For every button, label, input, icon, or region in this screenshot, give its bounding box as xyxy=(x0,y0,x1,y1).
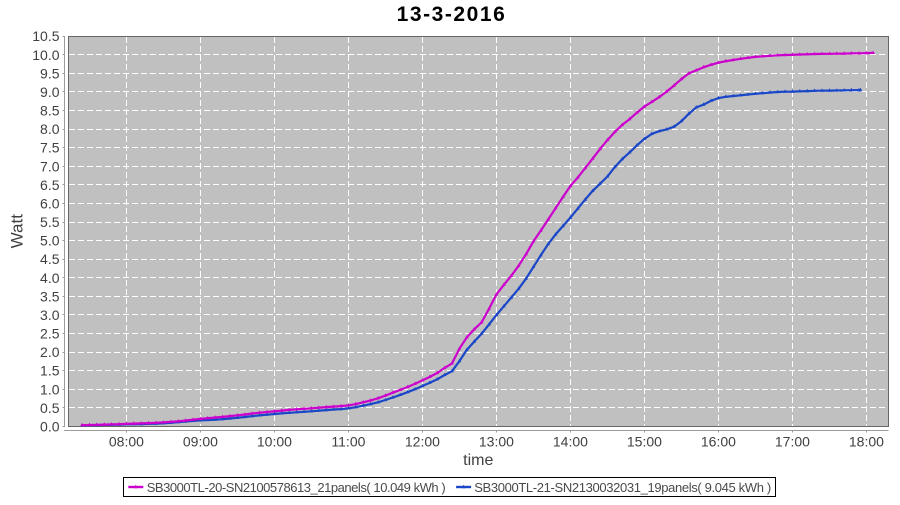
svg-text:0.0: 0.0 xyxy=(40,419,60,435)
svg-text:SB3000TL-20-SN2100578613_21pan: SB3000TL-20-SN2100578613_21panels( 10.04… xyxy=(147,480,446,495)
svg-text:18:00: 18:00 xyxy=(849,434,884,450)
svg-text:8.0: 8.0 xyxy=(40,121,60,137)
svg-text:4.0: 4.0 xyxy=(40,270,60,286)
svg-text:3.5: 3.5 xyxy=(40,288,60,304)
svg-text:9.5: 9.5 xyxy=(40,65,60,81)
svg-text:0.5: 0.5 xyxy=(40,400,60,416)
svg-text:16:00: 16:00 xyxy=(701,434,736,450)
svg-text:3.0: 3.0 xyxy=(40,307,60,323)
svg-text:17:00: 17:00 xyxy=(775,434,810,450)
svg-text:10:00: 10:00 xyxy=(257,434,292,450)
svg-text:5.5: 5.5 xyxy=(40,214,60,230)
svg-text:1.5: 1.5 xyxy=(40,363,60,379)
svg-text:11:00: 11:00 xyxy=(331,434,365,450)
svg-text:2.5: 2.5 xyxy=(40,326,60,342)
svg-text:9.0: 9.0 xyxy=(40,84,60,100)
svg-text:7.5: 7.5 xyxy=(40,140,60,156)
svg-text:5.0: 5.0 xyxy=(40,233,60,249)
svg-text:10.5: 10.5 xyxy=(32,28,59,44)
svg-text:time: time xyxy=(463,452,493,469)
svg-text:8.5: 8.5 xyxy=(40,103,60,119)
svg-text:4.5: 4.5 xyxy=(40,251,60,267)
svg-text:1.0: 1.0 xyxy=(40,381,60,397)
svg-text:6.0: 6.0 xyxy=(40,196,60,212)
svg-text:09:00: 09:00 xyxy=(183,434,218,450)
svg-text:Watt: Watt xyxy=(8,214,27,249)
svg-text:08:00: 08:00 xyxy=(109,434,144,450)
svg-text:15:00: 15:00 xyxy=(627,434,662,450)
svg-text:10.0: 10.0 xyxy=(32,47,59,63)
svg-text:6.5: 6.5 xyxy=(40,177,60,193)
svg-text:13-3-2016: 13-3-2016 xyxy=(397,3,507,26)
svg-text:2.0: 2.0 xyxy=(40,344,60,360)
svg-text:SB3000TL-21-SN2130032031_19pan: SB3000TL-21-SN2130032031_19panels( 9.045… xyxy=(474,480,771,495)
svg-text:7.0: 7.0 xyxy=(40,158,60,174)
svg-text:12:00: 12:00 xyxy=(405,434,440,450)
svg-text:14:00: 14:00 xyxy=(553,434,588,450)
svg-text:13:00: 13:00 xyxy=(479,434,514,450)
